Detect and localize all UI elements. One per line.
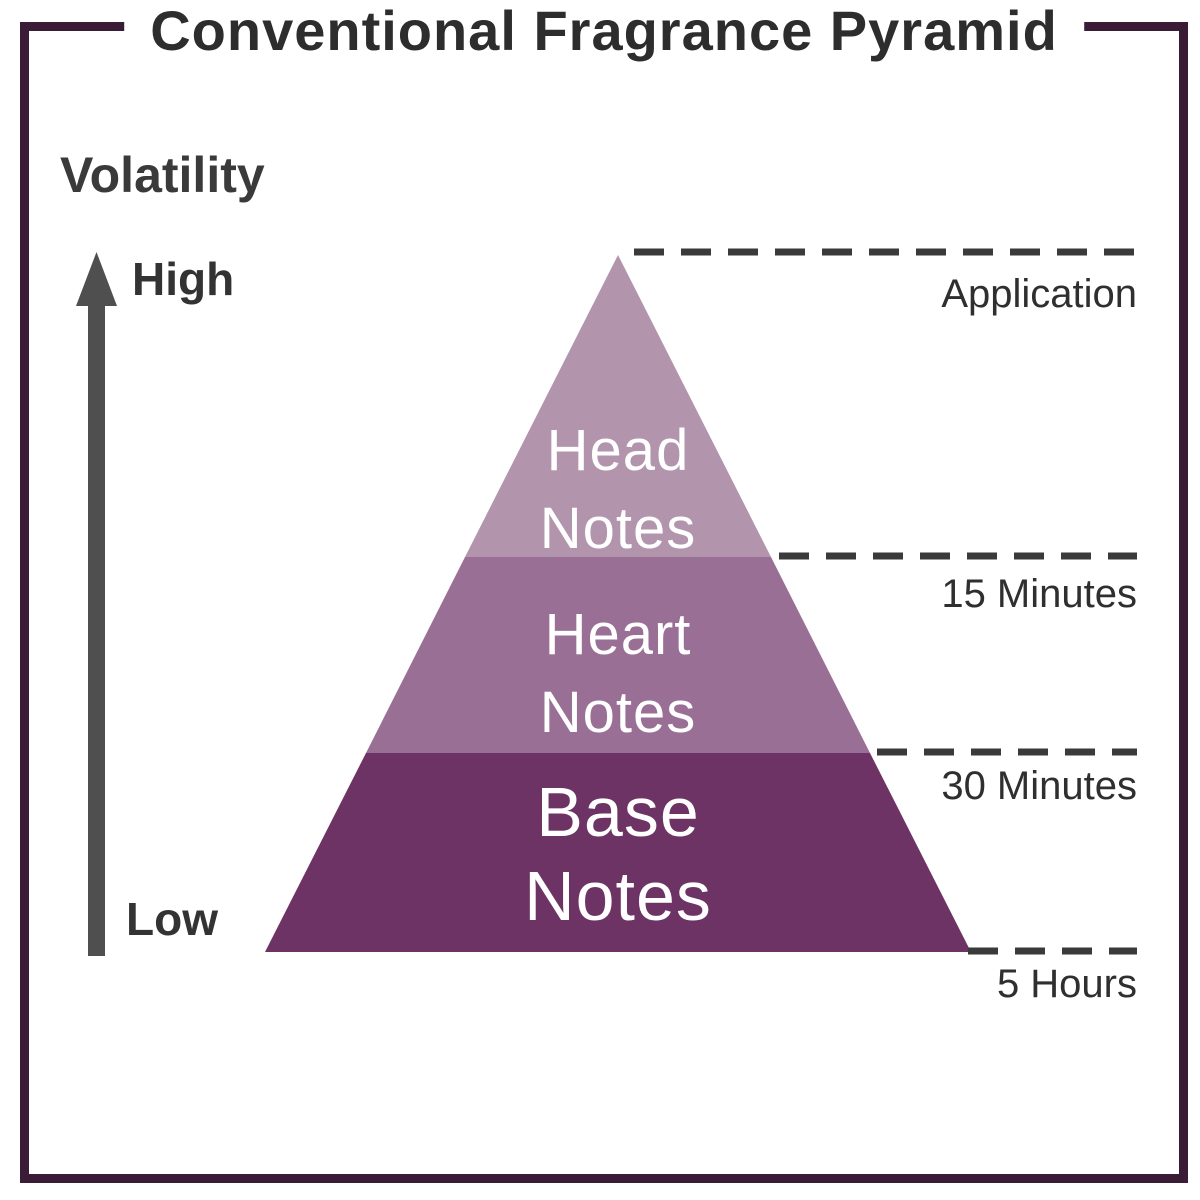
pyramid-base-section [265, 753, 971, 952]
volatility-arrow-shaft [88, 300, 105, 956]
heart-notes-line2: Notes [539, 680, 697, 745]
volatility-axis-label: Volatility [60, 147, 265, 203]
volatility-arrow-head-icon [76, 252, 117, 306]
timeline-label-5-hours: 5 Hours [996, 962, 1137, 1006]
head-notes-line2: Notes [539, 496, 697, 561]
timeline-label-30-minutes: 30 Minutes [941, 764, 1137, 808]
head-notes-line1: Head [546, 418, 690, 483]
base-notes-line2: Notes [524, 857, 712, 935]
base-notes-line1: Base [536, 773, 700, 851]
pyramid-head-section [465, 255, 771, 557]
volatility-high-label: High [132, 253, 235, 305]
pyramid-heart-section [366, 557, 870, 753]
timeline-label-15-minutes: 15 Minutes [941, 572, 1137, 616]
page-title: Conventional Fragrance Pyramid [124, 0, 1084, 62]
base-notes-label: Base Notes [524, 770, 712, 938]
head-notes-label: Head Notes [540, 412, 697, 568]
volatility-low-label: Low [126, 893, 218, 945]
timeline-label-application: Application [941, 272, 1137, 316]
heart-notes-label: Heart Notes [540, 596, 697, 752]
heart-notes-line1: Heart [544, 602, 692, 667]
